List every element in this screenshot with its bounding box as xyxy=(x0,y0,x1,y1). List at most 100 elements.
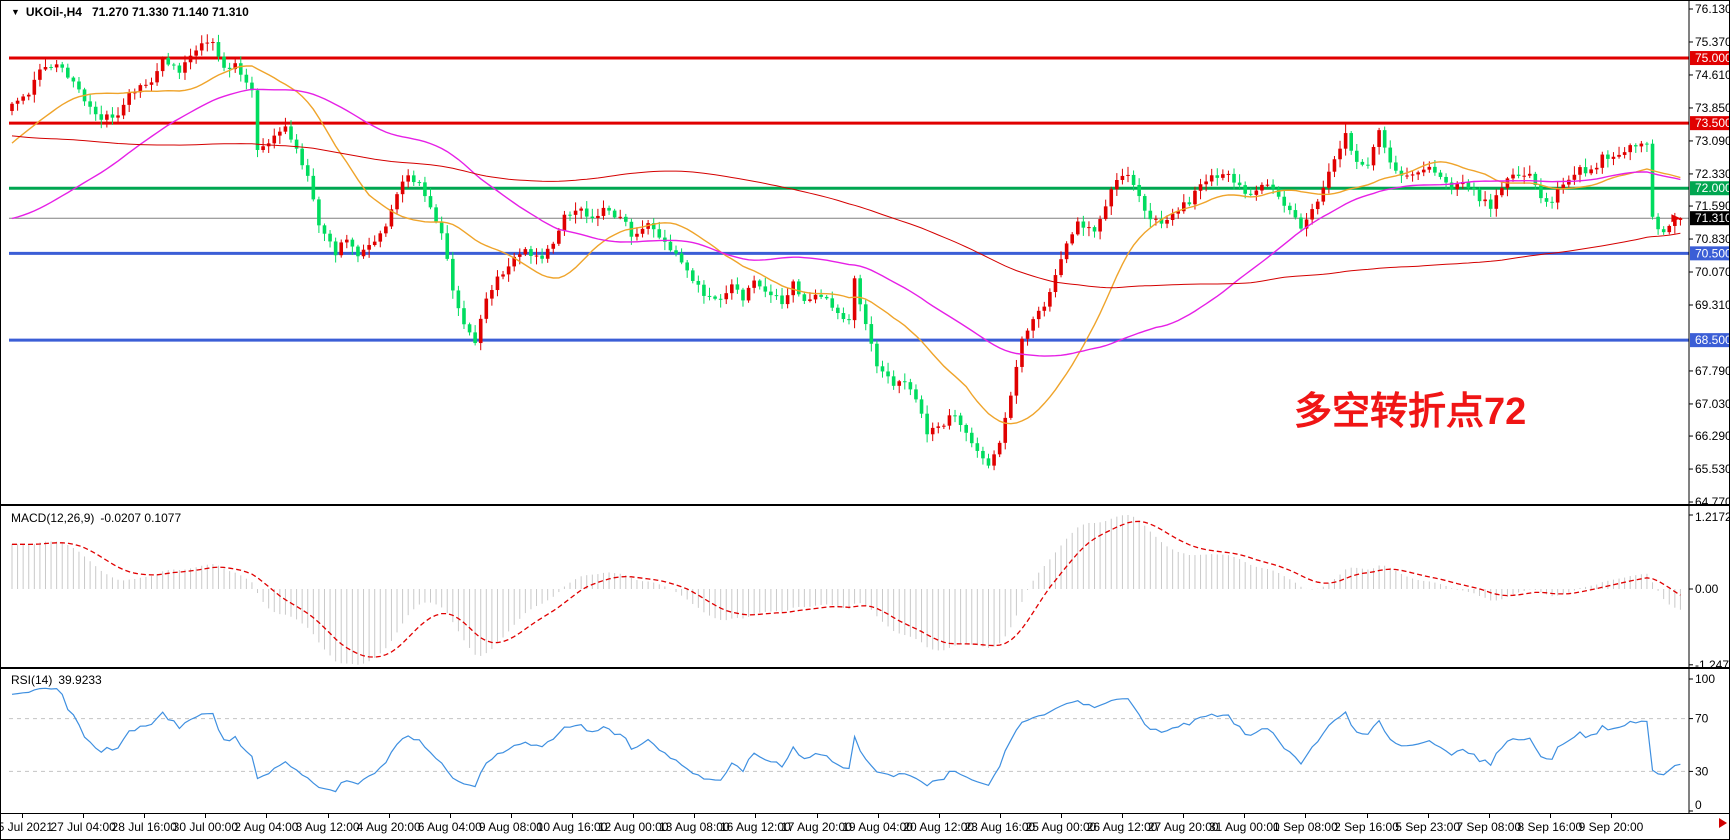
time-tick xyxy=(1549,814,1551,818)
price-scale[interactable]: 76.130 75.370 74.610 73.850 73.090 72.330 71.5… xyxy=(1689,2,1730,504)
price-tick-label: 73.850 xyxy=(1695,101,1730,115)
x-axis-label: 30 Jul 00:00 xyxy=(172,820,239,834)
price-level-badge xyxy=(1690,51,1729,66)
macd-histogram xyxy=(11,515,1681,665)
time-tick xyxy=(449,814,451,818)
x-axis-label: 19 Aug 04:00 xyxy=(842,820,913,834)
rsi-panel[interactable]: 100 70 30 0 xyxy=(1,669,1729,814)
time-tick xyxy=(144,814,146,818)
time-tick xyxy=(1183,814,1185,818)
x-axis-label: 3 Aug 12:00 xyxy=(295,820,360,834)
x-axis-label: 25 Jul 2021 xyxy=(1,820,54,834)
time-tick xyxy=(1060,814,1062,818)
time-tick xyxy=(1427,814,1429,818)
time-tick xyxy=(22,814,23,818)
x-axis-label: 25 Aug 00:00 xyxy=(1025,820,1097,834)
x-axis-label: 27 Jul 04:00 xyxy=(50,820,116,834)
time-tick xyxy=(83,814,85,818)
time-tick xyxy=(1611,814,1612,818)
price-chart-canvas: 76.130 75.370 74.610 73.850 73.090 72.330 71.5… xyxy=(9,1,1730,504)
x-axis-label: 20 Aug 12:00 xyxy=(903,820,975,834)
macd-values: -0.0207 0.1077 xyxy=(100,511,182,525)
x-axis-label: 2 Sep 16:00 xyxy=(1334,820,1399,834)
macd-canvas: 1.2172 0.00 -1.2479 xyxy=(11,506,1730,667)
price-tick-label: 67.790 xyxy=(1695,364,1730,378)
symbol-dropdown-icon[interactable]: ▼ xyxy=(11,7,20,17)
macd-indicator-label: MACD(12,26,9) -0.0207 0.1077 xyxy=(11,511,182,525)
moving-average-55 xyxy=(11,88,1681,357)
macd-tick-label: 1.2172 xyxy=(1695,510,1730,524)
price-chart-panel[interactable]: 76.130 75.370 74.610 73.850 73.090 72.330 71.5… xyxy=(1,1,1730,506)
macd-tick-label: -1.2479 xyxy=(1695,658,1730,667)
rsi-tick-label: 0 xyxy=(1695,798,1702,812)
price-tick-label: 72.330 xyxy=(1695,167,1730,181)
time-tick xyxy=(938,814,940,818)
time-tick xyxy=(816,814,818,818)
moving-average-144 xyxy=(11,135,1681,289)
x-axis-label: 17 Aug 20:00 xyxy=(781,820,852,834)
time-tick xyxy=(388,814,390,818)
price-tick-label: 71.590 xyxy=(1695,199,1730,213)
macd-tick-label: 0.00 xyxy=(1695,582,1719,596)
x-axis-label: 26 Aug 12:00 xyxy=(1086,820,1158,834)
price-levels[interactable] xyxy=(9,56,1689,342)
time-tick xyxy=(1366,814,1368,818)
price-tick-label: 64.770 xyxy=(1695,495,1730,504)
macd-signal-line xyxy=(12,520,1681,658)
time-tick xyxy=(1244,814,1246,818)
price-tick-label: 65.530 xyxy=(1695,462,1730,476)
x-axis-label: 12 Aug 00:00 xyxy=(597,820,669,834)
x-axis-label: 9 Aug 08:00 xyxy=(478,820,543,834)
time-tick xyxy=(327,814,329,818)
price-level-badge-label: 70.500 xyxy=(1695,246,1730,260)
time-tick xyxy=(572,814,574,818)
rsi-line xyxy=(11,687,1681,793)
x-axis-label: 2 Aug 04:00 xyxy=(234,820,299,834)
x-axis-label: 28 Jul 16:00 xyxy=(111,820,177,834)
price-tick-label: 70.070 xyxy=(1695,265,1730,279)
time-tick xyxy=(510,814,512,818)
text-annotation[interactable]: 多空转折点72 xyxy=(1294,391,1527,433)
price-level-badge xyxy=(1690,246,1729,261)
current-price-badge xyxy=(1690,211,1729,226)
x-axis-label: 6 Aug 04:00 xyxy=(417,820,482,834)
price-level-badge-label: 75.000 xyxy=(1695,51,1730,65)
x-axis-label: 16 Aug 12:00 xyxy=(720,820,791,834)
time-tick xyxy=(1122,814,1124,818)
x-axis-label: 4 Aug 20:00 xyxy=(356,820,421,834)
rsi-tick-label: 30 xyxy=(1695,764,1709,778)
price-tick-label: 67.030 xyxy=(1695,397,1730,411)
price-level-badge-label: 73.500 xyxy=(1695,116,1730,130)
x-axis-label: 10 Aug 16:00 xyxy=(536,820,608,834)
scroll-to-end-button[interactable] xyxy=(1719,818,1727,828)
price-level-badge-label: 68.500 xyxy=(1695,333,1730,347)
x-axis-label: 5 Sep 23:00 xyxy=(1395,820,1461,834)
x-axis-label: 27 Aug 20:00 xyxy=(1147,820,1219,834)
time-tick xyxy=(1305,814,1307,818)
price-tick-label: 66.290 xyxy=(1695,429,1730,443)
x-axis-label: 9 Sep 20:00 xyxy=(1578,820,1644,834)
x-axis-label: 8 Sep 16:00 xyxy=(1517,820,1583,834)
time-tick xyxy=(755,814,757,818)
x-axis-label: 31 Aug 00:00 xyxy=(1208,820,1280,834)
rsi-indicator-label: RSI(14) 39.9233 xyxy=(11,673,102,687)
price-level-badge xyxy=(1690,181,1729,196)
x-axis-label: 7 Sep 08:00 xyxy=(1456,820,1522,834)
time-tick xyxy=(205,814,207,818)
time-tick xyxy=(633,814,635,818)
rsi-tick-label: 70 xyxy=(1695,712,1709,726)
price-level-badge-label: 72.000 xyxy=(1695,181,1730,195)
time-tick xyxy=(999,814,1001,818)
candlestick-series xyxy=(10,34,1683,471)
current-price-badge-label: 71.310 xyxy=(1695,211,1730,225)
time-tick xyxy=(877,814,879,818)
macd-panel[interactable]: 1.2172 0.00 -1.2479 xyxy=(1,506,1730,669)
last-price-arrow xyxy=(1671,214,1681,223)
price-tick-label: 75.370 xyxy=(1695,35,1730,49)
rsi-tick-label: 100 xyxy=(1695,672,1715,686)
price-tick-label: 69.310 xyxy=(1695,298,1730,312)
price-level-badge xyxy=(1690,333,1729,348)
rsi-value: 39.9233 xyxy=(58,673,102,687)
price-tick-label: 76.130 xyxy=(1695,2,1730,16)
